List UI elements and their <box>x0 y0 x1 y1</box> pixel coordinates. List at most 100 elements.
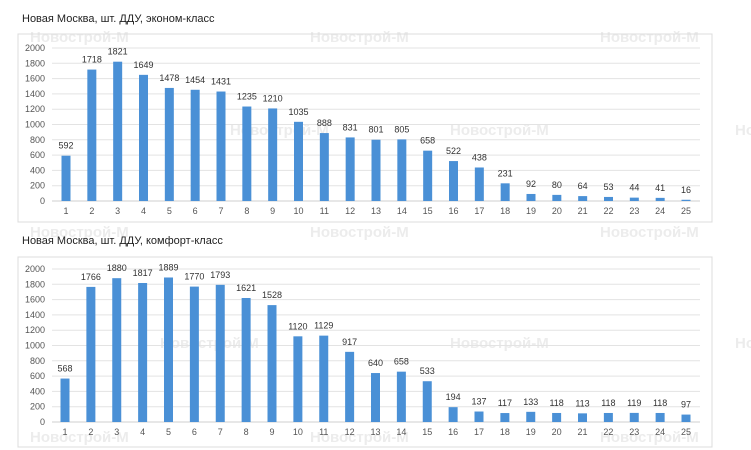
x-tick-label: 4 <box>141 206 146 216</box>
x-tick-label: 20 <box>552 427 562 437</box>
watermark-text: Новострой-М <box>600 224 699 241</box>
watermark-text: Новострой-М <box>735 122 751 139</box>
y-tick-label: 1000 <box>25 120 45 130</box>
data-label: 533 <box>420 366 435 376</box>
bar <box>86 286 96 422</box>
data-label: 119 <box>627 398 641 408</box>
x-tick-label: 11 <box>320 206 329 216</box>
data-label: 522 <box>446 146 461 156</box>
data-label: 97 <box>681 400 691 410</box>
x-tick-label: 23 <box>629 206 639 216</box>
bar <box>164 277 173 422</box>
x-tick-label: 18 <box>500 427 510 437</box>
bar <box>448 407 458 422</box>
data-label: 1793 <box>210 270 230 280</box>
x-tick-label: 4 <box>140 427 145 437</box>
chart-title: Новая Москва, шт. ДДУ, комфорт-класс <box>22 235 223 247</box>
bar <box>87 69 97 201</box>
bar <box>578 413 587 422</box>
watermark-text: Новострой-М <box>450 122 549 139</box>
bar <box>578 196 588 201</box>
data-label: 113 <box>575 398 589 408</box>
y-tick-label: 0 <box>40 417 45 427</box>
x-tick-label: 25 <box>681 427 691 437</box>
x-tick-label: 20 <box>552 206 562 216</box>
x-tick-label: 7 <box>218 206 223 216</box>
x-tick-label: 18 <box>500 206 510 216</box>
x-tick-label: 12 <box>345 427 355 437</box>
data-label: 1880 <box>107 263 127 273</box>
bar <box>113 61 123 202</box>
data-label: 80 <box>552 180 562 190</box>
data-label: 64 <box>578 181 588 191</box>
data-label: 1817 <box>133 268 153 278</box>
x-tick-label: 2 <box>88 427 93 437</box>
x-tick-label: 21 <box>577 427 587 437</box>
y-tick-label: 1600 <box>25 295 45 305</box>
data-label: 1129 <box>314 321 333 331</box>
y-tick-label: 200 <box>30 402 45 412</box>
x-tick-label: 7 <box>218 427 223 437</box>
x-tick-label: 1 <box>62 427 67 437</box>
data-label: 1770 <box>184 272 204 282</box>
x-tick-label: 3 <box>114 427 119 437</box>
bar <box>293 336 303 422</box>
y-tick-label: 1600 <box>25 74 45 84</box>
bar <box>474 411 484 422</box>
bar <box>267 305 277 422</box>
data-label: 133 <box>523 397 538 407</box>
x-tick-label: 9 <box>270 206 275 216</box>
x-tick-label: 8 <box>244 206 249 216</box>
data-label: 231 <box>498 168 513 178</box>
bar <box>242 106 252 201</box>
bar <box>216 91 226 201</box>
x-tick-label: 10 <box>293 427 303 437</box>
data-label: 16 <box>681 185 691 195</box>
data-label: 438 <box>472 152 487 162</box>
x-tick-label: 13 <box>370 427 380 437</box>
data-label: 137 <box>471 397 486 407</box>
x-tick-label: 13 <box>371 206 381 216</box>
data-label: 194 <box>446 392 461 402</box>
x-tick-label: 1 <box>63 206 68 216</box>
x-tick-label: 22 <box>603 206 613 216</box>
x-tick-label: 19 <box>526 427 536 437</box>
x-tick-label: 24 <box>655 206 665 216</box>
data-label: 805 <box>394 124 409 134</box>
bar <box>681 199 691 201</box>
bar <box>345 137 355 201</box>
x-tick-label: 6 <box>193 206 198 216</box>
bar <box>112 278 122 422</box>
bar <box>190 89 200 201</box>
data-label: 41 <box>655 183 665 193</box>
y-tick-label: 1400 <box>25 89 45 99</box>
bar <box>526 193 536 201</box>
bar <box>294 121 303 201</box>
bar <box>474 167 484 201</box>
watermark-text: Новострой-М <box>310 29 409 46</box>
x-tick-label: 2 <box>89 206 94 216</box>
bar <box>371 139 381 201</box>
watermark-text: Новострой-М <box>600 29 699 46</box>
x-tick-label: 17 <box>474 427 484 437</box>
chart-title: Новая Москва, шт. ДДУ, эконом-класс <box>22 13 215 25</box>
y-tick-label: 400 <box>30 386 45 396</box>
data-label: 117 <box>498 398 512 408</box>
bar <box>345 351 355 422</box>
bar <box>629 197 639 201</box>
bar <box>423 150 433 201</box>
x-tick-label: 17 <box>474 206 484 216</box>
y-tick-label: 400 <box>30 165 45 175</box>
data-label: 1431 <box>211 77 231 87</box>
bar <box>603 412 613 422</box>
x-tick-label: 12 <box>345 206 355 216</box>
y-tick-label: 1800 <box>25 279 45 289</box>
bar <box>139 74 148 201</box>
watermark-text: Новострой-М <box>600 429 699 446</box>
data-label: 118 <box>601 398 615 408</box>
bar <box>397 139 407 201</box>
data-label: 917 <box>342 337 357 347</box>
bar <box>655 412 665 422</box>
bar <box>319 335 329 422</box>
bar <box>319 133 329 201</box>
